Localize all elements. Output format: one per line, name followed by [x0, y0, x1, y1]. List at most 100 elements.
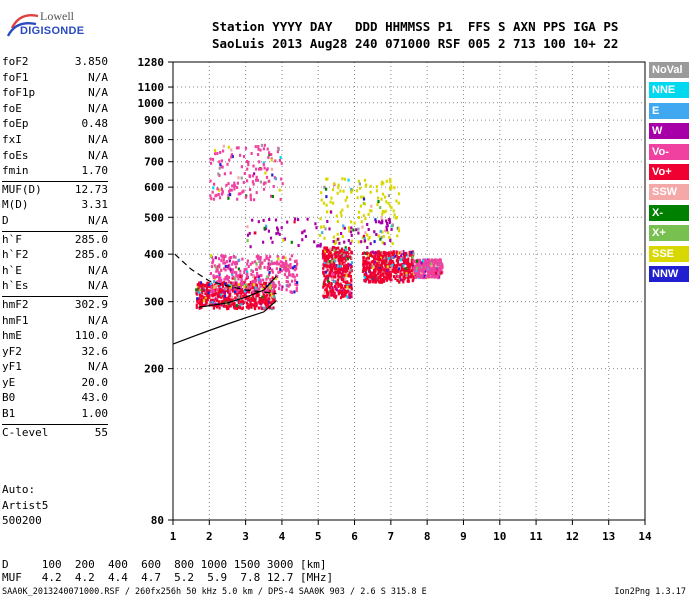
echo-point [218, 160, 221, 164]
echo-point [385, 225, 388, 229]
echo-point [330, 275, 333, 279]
echo-point [387, 268, 390, 272]
echo-point [435, 259, 438, 263]
param-key: foEp [2, 117, 29, 131]
echo-point [380, 279, 383, 283]
param-separator [2, 423, 108, 425]
echo-point [291, 266, 294, 270]
echo-point [218, 257, 221, 261]
echo-point [399, 258, 402, 262]
echo-point [342, 226, 345, 230]
echo-point [218, 196, 222, 200]
echo-point [389, 177, 392, 181]
echo-point [440, 271, 443, 275]
echo-point [248, 231, 251, 235]
echo-point [422, 271, 425, 275]
echo-point [324, 249, 327, 253]
echo-point [216, 303, 219, 307]
echo-point [347, 178, 350, 182]
echo-point [398, 280, 401, 284]
echo-point [231, 262, 234, 266]
echo-point [342, 256, 345, 260]
echo-point [235, 262, 239, 265]
echo-point [325, 287, 328, 291]
echo-point [390, 251, 393, 255]
echo-point [375, 257, 378, 261]
echo-point [259, 282, 262, 286]
echo-point [231, 184, 234, 188]
echo-point [294, 279, 297, 283]
echo-point [220, 192, 223, 196]
echo-point [323, 294, 326, 298]
echo-point [364, 252, 367, 255]
echo-point [231, 302, 234, 306]
echo-point [255, 255, 258, 259]
echo-point [427, 275, 430, 278]
echo-point [226, 288, 230, 292]
echo-point [379, 251, 382, 255]
echo-point [360, 195, 363, 199]
echo-point [217, 291, 220, 295]
echo-point [211, 157, 215, 161]
echo-point [264, 283, 267, 287]
echo-point [416, 265, 419, 268]
echo-point [411, 263, 414, 266]
echo-point [403, 274, 407, 278]
echo-point [226, 285, 229, 289]
echo-point [313, 240, 316, 244]
echo-point [374, 269, 377, 273]
echo-point [426, 270, 430, 274]
echo-point [210, 197, 213, 201]
echo-point [265, 175, 269, 179]
echo-point [281, 285, 284, 289]
echo-point [220, 159, 223, 163]
echo-point [264, 171, 267, 175]
echo-point [410, 259, 413, 263]
echo-point [374, 251, 377, 255]
echo-point [249, 262, 252, 266]
param-key: MUF(D) [2, 182, 42, 196]
echo-point [262, 286, 265, 290]
plot-frame [172, 61, 646, 521]
echo-point [339, 268, 343, 272]
echo-point [205, 289, 208, 293]
param-row-h-f: h`F 285.0 [2, 233, 108, 249]
echo-point [395, 251, 398, 255]
x-tick-label: 11 [529, 530, 543, 543]
echo-point [373, 240, 376, 244]
echo-point [323, 260, 326, 264]
echo-point [414, 269, 417, 273]
echo-point [278, 159, 281, 162]
echo-point [348, 290, 351, 294]
echo-point [330, 284, 333, 288]
echo-point [348, 253, 352, 257]
echo-point [330, 210, 333, 214]
echo-point [331, 266, 334, 270]
echo-point [348, 255, 351, 259]
echo-point [239, 285, 243, 289]
echo-point [422, 265, 425, 269]
echo-point [368, 270, 372, 274]
echo-point [328, 273, 331, 277]
echo-point [364, 217, 367, 221]
echo-point [246, 167, 249, 171]
echo-point [239, 273, 242, 277]
param-value: 1.70 [81, 164, 109, 178]
echo-point [391, 223, 394, 227]
echo-point [224, 282, 227, 286]
echo-point [197, 287, 200, 291]
echo-point [285, 262, 288, 266]
echo-point [223, 297, 226, 301]
echo-point [439, 260, 442, 264]
echo-point [270, 153, 273, 156]
echo-point [258, 278, 262, 282]
echo-point [350, 278, 353, 282]
echo-point [348, 282, 351, 286]
echo-point [391, 259, 394, 263]
echo-point [258, 260, 261, 263]
echo-point [369, 266, 372, 270]
echo-point [338, 267, 341, 271]
echo-point [217, 271, 220, 275]
echo-point [242, 180, 245, 184]
y-tick-label: 300 [144, 296, 164, 309]
